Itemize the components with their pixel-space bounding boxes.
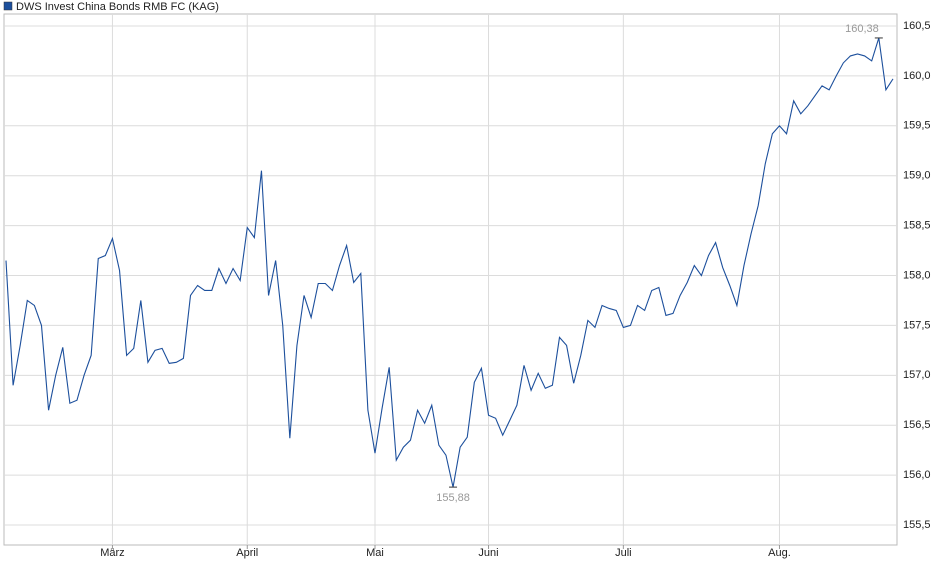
- x-tick-label: Mai: [366, 547, 384, 559]
- y-tick-label: 158,5: [903, 220, 931, 232]
- y-tick-label: 159,0: [903, 170, 931, 182]
- legend-swatch: [3, 1, 13, 11]
- y-tick-label: 157,0: [903, 369, 931, 381]
- grid: [4, 14, 897, 545]
- x-tick-label: März: [100, 547, 124, 559]
- y-tick-label: 160,0: [903, 70, 931, 82]
- plot-frame: [3, 13, 898, 546]
- legend-label: DWS Invest China Bonds RMB FC (KAG): [16, 1, 219, 13]
- series-line: [5, 37, 894, 488]
- y-tick-label: 157,5: [903, 319, 931, 331]
- annotation-label: 155,88: [436, 492, 470, 504]
- y-tick-label: 160,5: [903, 20, 931, 32]
- x-tick-label: Juli: [615, 547, 632, 559]
- y-tick-label: 159,5: [903, 120, 931, 132]
- y-tick-label: 156,5: [903, 419, 931, 431]
- y-tick-label: 155,5: [903, 519, 931, 531]
- x-tick-label: Aug.: [768, 547, 791, 559]
- y-tick-label: 158,0: [903, 269, 931, 281]
- y-tick-label: 156,0: [903, 469, 931, 481]
- x-tick-label: Juni: [478, 547, 498, 559]
- x-tick-label: April: [236, 547, 258, 559]
- annotation-label: 160,38: [845, 23, 879, 35]
